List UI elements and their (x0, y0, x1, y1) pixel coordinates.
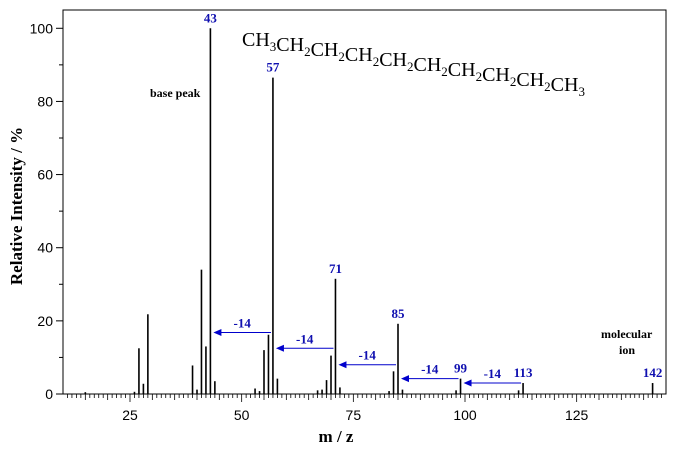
loss-arrow-head (213, 329, 222, 337)
y-tick-label: 60 (37, 167, 53, 183)
y-tick-label: 20 (37, 313, 53, 329)
loss-arrow-head (463, 379, 472, 387)
loss-label: -14 (296, 331, 314, 346)
loss-arrow-head (275, 344, 284, 352)
y-tick-label: 40 (37, 240, 53, 256)
molecular-ion-annotation-line2: ion (619, 343, 635, 357)
loss-label: -14 (421, 362, 439, 377)
y-axis-title: Relative Intensity / % (7, 127, 26, 285)
formula: CH3CH2CH2CH2CH2CH2CH2CH2CH2CH3 (242, 29, 585, 99)
x-axis-title: m / z (319, 427, 354, 446)
peak-label: 99 (454, 361, 468, 376)
mass-loss-arrows: -14 -14 -14 -14 -14 (213, 316, 522, 387)
x-tick-label: 100 (453, 407, 477, 423)
loss-arrow-head (338, 361, 347, 369)
loss-label: -14 (233, 316, 251, 331)
plot-frame (62, 9, 667, 395)
peak-label: 113 (514, 365, 533, 380)
base-peak-annotation: base peak (150, 86, 201, 100)
loss-arrow-head (401, 375, 409, 383)
loss-label: -14 (484, 366, 502, 381)
y-axis: 0 20 40 60 80 100 (30, 20, 63, 402)
y-tick-label: 0 (45, 386, 53, 402)
x-tick-label: 125 (565, 407, 589, 423)
peak-label: 57 (266, 60, 280, 75)
peak-label: 43 (204, 10, 218, 25)
x-tick-label: 25 (122, 407, 138, 423)
spectrum-bars (84, 28, 654, 394)
y-tick-label: 100 (30, 20, 54, 36)
peak-label: 71 (329, 261, 342, 276)
peak-label: 142 (643, 365, 663, 380)
x-tick-label: 50 (234, 407, 250, 423)
x-axis: 25 50 75 100 125 (67, 394, 662, 423)
molecular-ion-annotation-line1: molecular (601, 327, 653, 341)
peak-label: 85 (392, 306, 406, 321)
x-tick-label: 75 (346, 407, 362, 423)
loss-label: -14 (359, 348, 377, 363)
peak-labels: 43 57 71 85 99 113 142 (204, 10, 662, 380)
y-tick-label: 80 (37, 93, 53, 109)
